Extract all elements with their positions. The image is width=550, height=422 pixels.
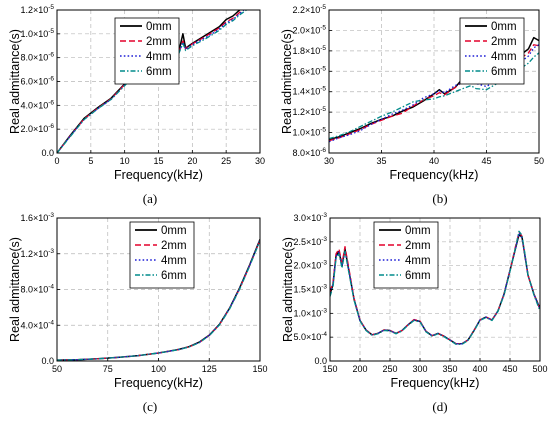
y-tick-label: 1.0×10-3: [293, 307, 327, 318]
y-axis-label: Real admittance(s): [8, 237, 22, 342]
y-tick-label: 4.0×10-6: [20, 99, 54, 110]
y-tick-label: 0.0: [314, 356, 327, 366]
y-tick-label: 2.0×10-3: [293, 260, 327, 271]
x-tick-label: 450: [502, 364, 517, 374]
legend-box: [373, 221, 439, 289]
y-tick-label: 1.2×10-5: [292, 106, 326, 117]
y-tick-label: 8.0×10-4: [20, 284, 54, 295]
legend-label: 4mm: [146, 51, 172, 63]
y-tick-label: 0.0: [41, 148, 54, 158]
x-axis-label: Frequency(kHz): [391, 376, 480, 390]
legend-label: 4mm: [405, 255, 431, 267]
x-tick-label: 75: [103, 364, 113, 374]
x-tick-label: 500: [532, 364, 547, 374]
y-axis-label: Real admittance(s): [8, 29, 22, 134]
legend-label: 0mm: [161, 225, 187, 237]
x-tick-label: 10: [120, 156, 130, 166]
x-axis-label: Frequency(kHz): [114, 376, 203, 390]
y-axis-label: Real admittance(s): [280, 29, 294, 134]
panel-label: (d): [432, 399, 447, 414]
panel-label: (b): [432, 191, 447, 206]
series-group: [330, 230, 540, 345]
panel-label: (c): [143, 399, 157, 414]
legend-label: 6mm: [146, 66, 172, 78]
x-tick-label: 50: [52, 364, 62, 374]
y-tick-label: 1.2×10-5: [20, 4, 54, 15]
x-tick-label: 5: [88, 156, 93, 166]
y-tick-label: 2.2×10-5: [292, 4, 326, 15]
y-tick-label: 8.0×10-6: [20, 52, 54, 63]
x-tick-label: 45: [481, 156, 491, 166]
x-tick-label: 350: [442, 364, 457, 374]
legend-label: 2mm: [491, 36, 517, 48]
legend-label: 6mm: [405, 270, 431, 282]
x-tick-label: 25: [221, 156, 231, 166]
y-tick-label: 1.2×10-3: [20, 248, 54, 259]
legend-label: 2mm: [146, 36, 172, 48]
x-tick-label: 250: [382, 364, 397, 374]
x-tick-label: 40: [429, 156, 439, 166]
legend-box: [129, 221, 195, 289]
y-tick-label: 1.4×10-5: [292, 86, 326, 97]
x-tick-label: 125: [202, 364, 217, 374]
legend-label: 4mm: [491, 51, 517, 63]
y-tick-label: 1.0×10-5: [292, 127, 326, 138]
y-tick-label: 4.0×10-4: [20, 319, 54, 330]
y-tick-label: 0.0: [41, 356, 54, 366]
x-tick-label: 0: [54, 156, 59, 166]
legend-label: 0mm: [405, 225, 431, 237]
y-axis-label: Real admittance(s): [281, 237, 295, 342]
x-axis-label: Frequency(kHz): [390, 168, 479, 182]
panel-label: (a): [143, 191, 157, 206]
x-tick-label: 50: [534, 156, 544, 166]
legend-box: [459, 17, 525, 85]
series-line-4mm: [57, 10, 245, 153]
y-tick-label: 1.6×10-5: [292, 65, 326, 76]
legend-label: 0mm: [491, 21, 517, 33]
x-tick-label: 150: [322, 364, 337, 374]
legend-label: 4mm: [161, 255, 187, 267]
x-tick-label: 15: [153, 156, 163, 166]
y-tick-label: 6.0×10-6: [20, 76, 54, 87]
legend-box: [114, 17, 180, 85]
y-tick-label: 3.0×10-3: [293, 212, 327, 223]
x-tick-label: 300: [412, 364, 427, 374]
x-tick-label: 30: [255, 156, 265, 166]
chart-panel-4: 150 200 250 300 350 400 450 500 0.0 5.0×10-4 1.0×1…: [281, 212, 548, 414]
y-tick-label: 1.5×10-3: [293, 284, 327, 295]
x-tick-label: 20: [187, 156, 197, 166]
chart-panel-2: 30 35 40 45 50 8.0×10-6 1.0×10-5 1.2×10-5 1.4×10…: [280, 4, 544, 206]
x-tick-label: 35: [376, 156, 386, 166]
x-tick-label: 100: [151, 364, 166, 374]
chart-panel-3: 50 75 100 125 150 0.0 4.0×10-4 8.0×10-4 1.2×10-3…: [8, 212, 268, 414]
legend-label: 6mm: [161, 270, 187, 282]
x-tick-label: 400: [472, 364, 487, 374]
legend-label: 2mm: [405, 240, 431, 252]
legend-label: 0mm: [146, 21, 172, 33]
y-tick-label: 2.0×10-6: [20, 123, 54, 134]
legend-label: 6mm: [491, 66, 517, 78]
y-tick-label: 1.0×10-5: [20, 28, 54, 39]
x-tick-label: 30: [324, 156, 334, 166]
y-tick-label: 1.8×10-5: [292, 45, 326, 56]
series-line-6mm: [330, 230, 540, 345]
legend-label: 2mm: [161, 240, 187, 252]
x-tick-label: 200: [352, 364, 367, 374]
series-line-6mm: [329, 52, 539, 140]
series-line-6mm: [57, 240, 260, 361]
x-axis-label: Frequency(kHz): [114, 168, 203, 182]
y-tick-label: 2.5×10-3: [293, 236, 327, 247]
y-tick-label: 5.0×10-4: [293, 331, 327, 342]
y-tick-label: 2.0×10-5: [292, 24, 326, 35]
y-tick-label: 1.6×10-3: [20, 212, 54, 223]
x-tick-label: 150: [252, 364, 267, 374]
chart-panel-1: 0 5 10 15 20 25 30 0.0 2.0×10-6 4.0×10-6 6.0×10-6 8…: [8, 4, 265, 206]
y-tick-label: 8.0×10-6: [292, 147, 326, 158]
